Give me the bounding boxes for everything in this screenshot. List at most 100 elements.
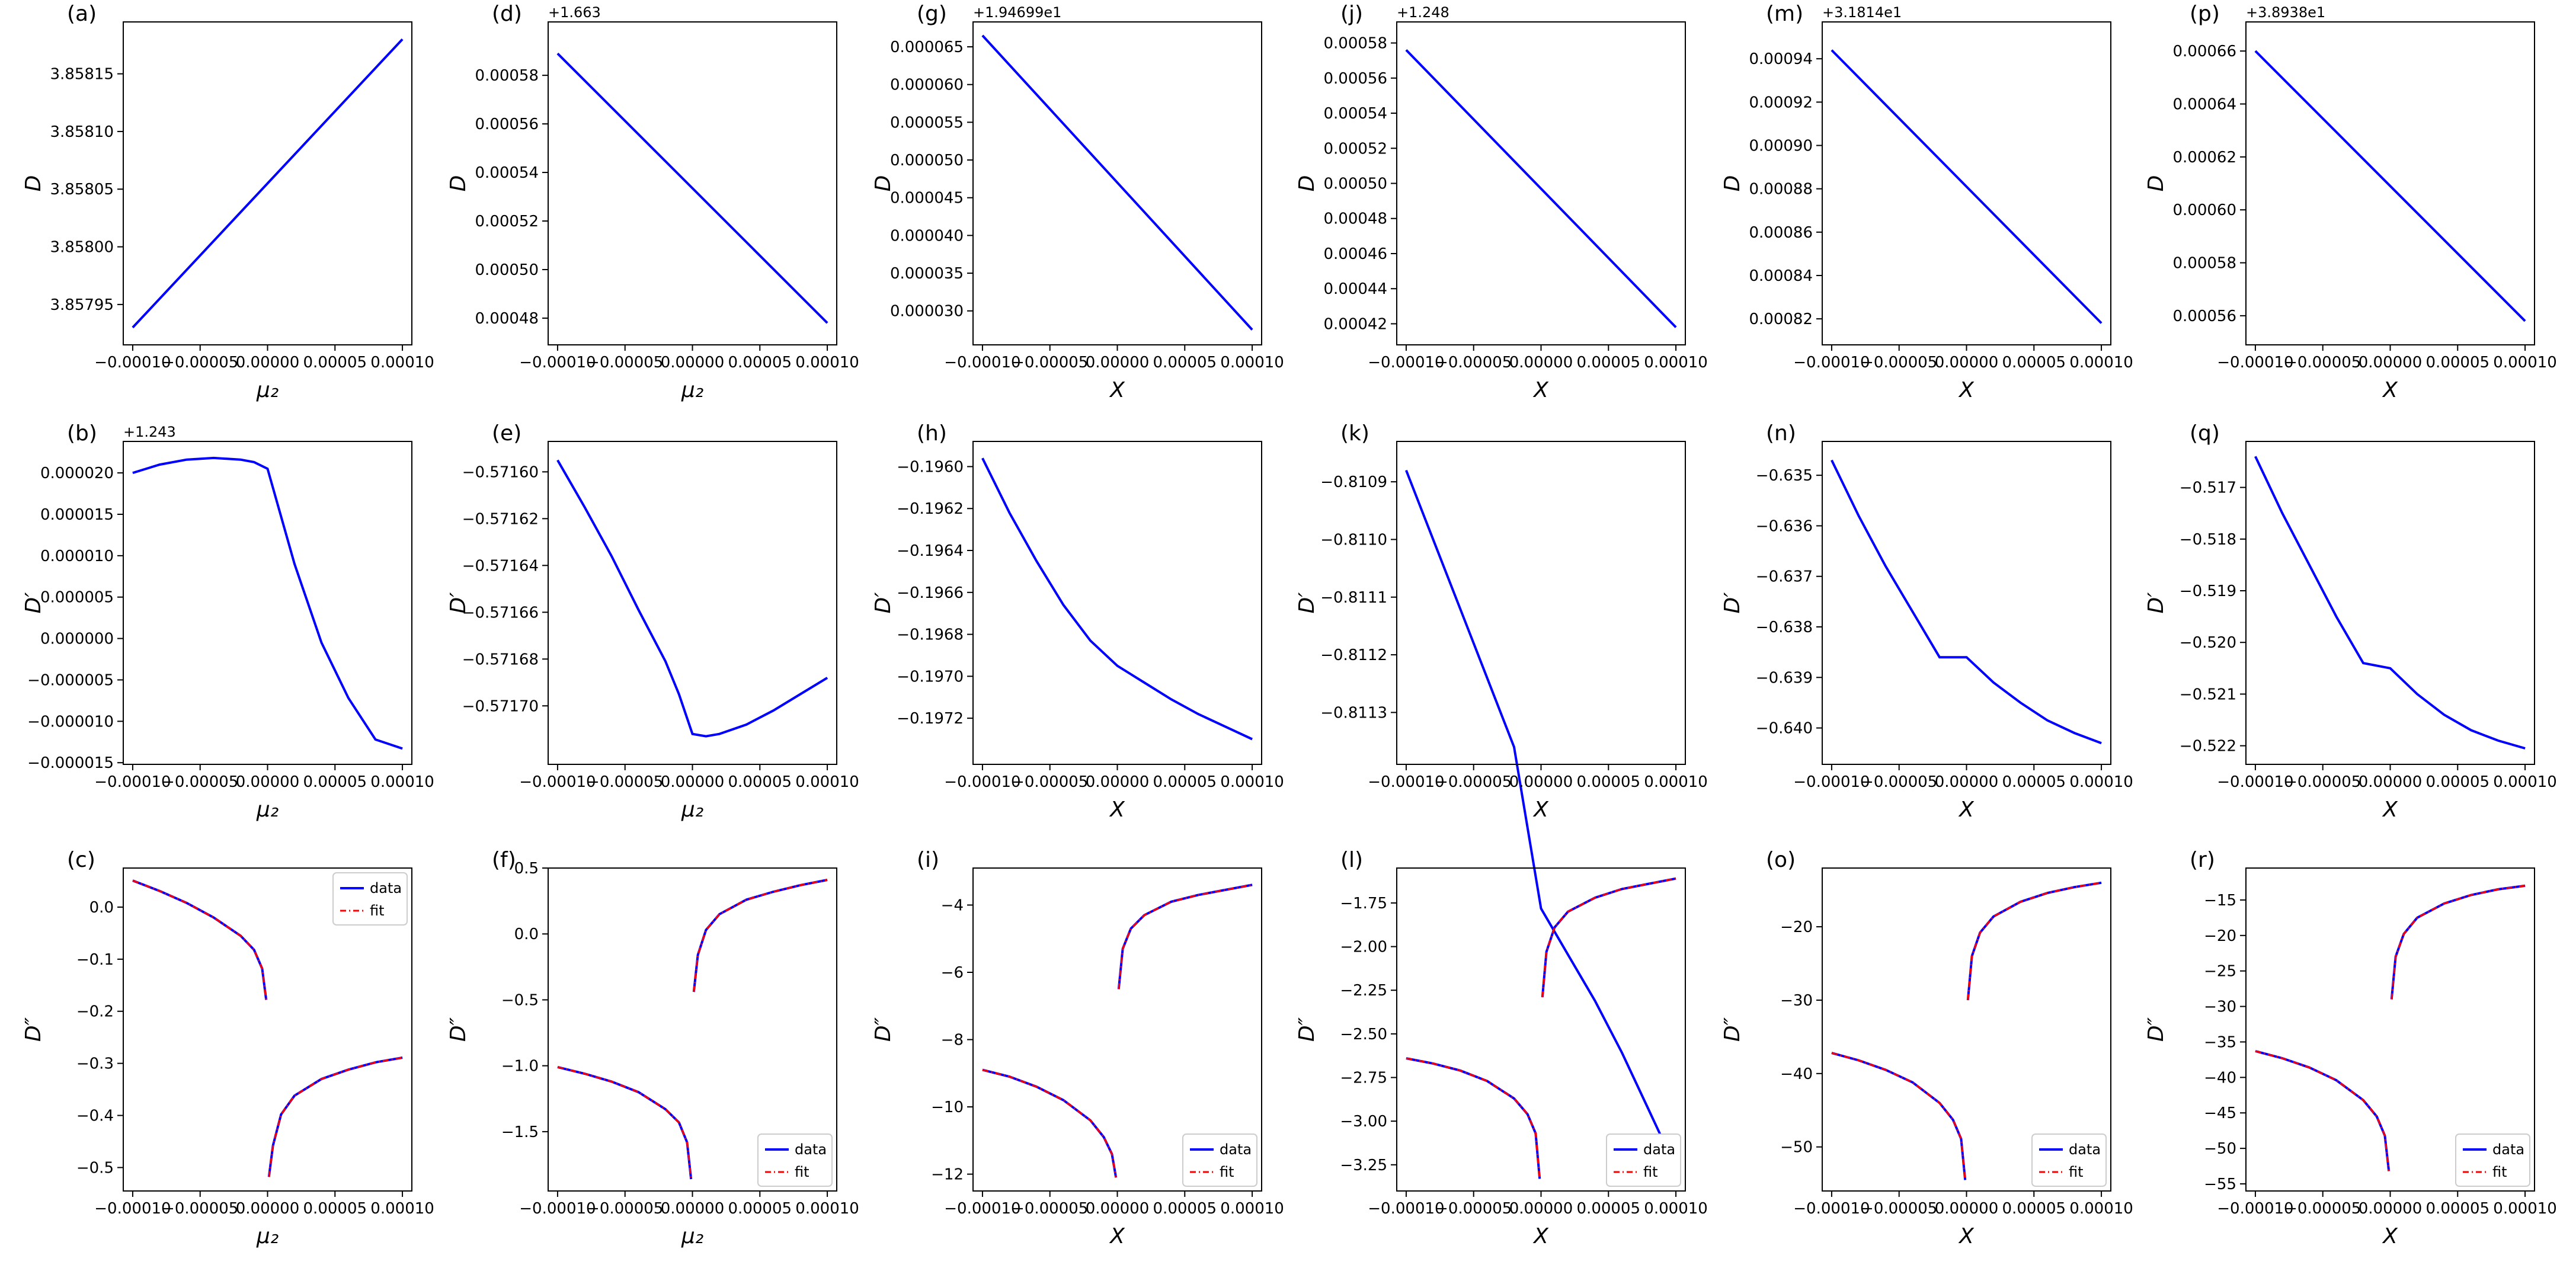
y-tick-label-j-8: 0.00058 [1323,35,1387,53]
y-axis-label-b: D′ [21,593,46,614]
panel-label-a: (a) [67,2,97,26]
panel-o: −0.00010−0.000050.00000 0.00005 0.00010 −50… [1720,848,2133,1248]
x-tick-label-q-0: −0.00010 [2217,773,2293,791]
y-tick-label-b-1: −0.000010 [27,713,114,731]
x-tick-label-c-3: 0.00005 [303,1200,367,1218]
panel-label-l: (l) [1340,848,1363,872]
y-tick-label-m-2: 0.00086 [1749,224,1813,242]
y-tick-label-j-7: 0.00056 [1323,70,1387,88]
y-tick-label-j-0: 0.00042 [1323,315,1387,333]
x-tick-label-m-4: 0.00010 [2069,354,2133,372]
panel-q: −0.00010−0.000050.00000 0.00005 0.00010 −0.… [2144,421,2557,822]
x-tick-label-b-3: 0.00005 [303,773,367,791]
panel-label-m: (m) [1766,2,1803,26]
y-tick-label-j-1: 0.00044 [1323,280,1387,298]
legend-label-fit-o: fit [2069,1164,2084,1180]
x-tick-label-p-2: 0.00000 [2359,354,2423,372]
x-tick-label-e-1: −0.00005 [587,773,663,791]
x-tick-label-m-2: 0.00000 [1935,354,1999,372]
x-tick-label-c-0: −0.00010 [94,1200,171,1218]
y-tick-label-l-3: −2.50 [1340,1026,1387,1043]
y-tick-label-b-5: 0.000010 [40,547,114,565]
y-tick-label-r-2: −45 [2204,1104,2236,1122]
y-tick-label-d-2: 0.00052 [475,213,539,230]
y-tick-label-i-4: −4 [941,896,964,914]
legend-box-i [1182,1133,1257,1187]
panels-container: −0.00010−0.000050.00000 0.00005 0.000103.8… [21,2,2557,1248]
legend-label-fit-r: fit [2492,1164,2507,1180]
y-tick-label-j-5: 0.00052 [1323,140,1387,158]
panel-label-j: (j) [1340,2,1363,26]
x-tick-label-k-3: 0.00005 [1577,773,1641,791]
panel-label-b: (b) [67,421,97,446]
y-tick-label-b-2: −0.000005 [27,671,114,689]
y-tick-label-h-0: −0.1972 [897,710,964,728]
y-tick-label-p-2: 0.00060 [2172,201,2236,219]
y-tick-label-p-0: 0.00056 [2172,308,2236,325]
panel-l: −0.00010−0.000050.00000 0.00005 0.00010 −3.… [1295,848,1708,1248]
y-tick-label-q-5: −0.517 [2180,479,2236,497]
x-axis-label-e: μ₂ [681,798,703,822]
y-tick-label-q-4: −0.518 [2180,531,2236,549]
series-fit-i-3 [1118,883,1253,990]
series-fit-r-3 [2391,885,2526,1000]
y-tick-label-p-5: 0.00066 [2172,43,2236,60]
series-data-h-0 [981,457,1253,741]
legend-l: data fit [1606,1133,1681,1187]
y-tick-label-r-6: −25 [2204,963,2236,981]
x-tick-label-j-3: 0.00005 [1577,354,1641,372]
x-tick-label-q-1: −0.00005 [2284,773,2361,791]
x-tick-label-c-4: 0.00010 [370,1200,434,1218]
panel-a: −0.00010−0.000050.00000 0.00005 0.00010 3.8… [21,2,434,402]
x-tick-label-o-3: 0.00005 [2002,1200,2066,1218]
y-tick-label-k-0: −0.8113 [1320,704,1387,722]
y-tick-label-g-0: 0.000030 [890,303,964,321]
y-tick-label-f-1: −1.0 [501,1058,539,1075]
panel-d: −0.00010−0.000050.00000 0.00005 0.00010 0.0… [446,2,859,402]
y-tick-label-o-1: −40 [1780,1065,1813,1083]
x-tick-label-m-0: −0.00010 [1793,354,1870,372]
panel-label-c: (c) [67,848,95,872]
y-tick-label-g-7: 0.000065 [890,39,964,56]
series-data-b-0 [132,456,403,750]
y-tick-label-a-0: 3.85795 [50,296,114,314]
y-tick-label-n-0: −0.640 [1756,720,1813,738]
y-tick-label-k-4: −0.8109 [1320,473,1387,491]
x-tick-label-j-4: 0.00010 [1644,354,1708,372]
x-tick-label-h-1: −0.00005 [1012,773,1088,791]
y-tick-label-d-4: 0.00056 [475,116,539,133]
legend-label-data-f: data [795,1141,827,1158]
x-tick-label-a-0: −0.00010 [94,354,171,372]
panel-h: −0.00010−0.000050.00000 0.00005 0.00010 −0.… [871,421,1284,822]
x-tick-label-r-0: −0.00010 [2217,1200,2293,1218]
y-tick-label-q-1: −0.521 [2180,686,2236,703]
y-tick-label-h-4: −0.1964 [897,542,964,560]
y-tick-label-m-6: 0.00094 [1749,50,1813,68]
y-tick-label-e-1: −0.57168 [462,651,539,668]
x-axis-label-r: X [2382,1224,2398,1248]
x-tick-label-d-0: −0.00010 [519,354,596,372]
y-tick-label-c-1: −0.4 [76,1107,114,1125]
y-tick-label-m-0: 0.00082 [1749,310,1813,328]
y-tick-label-r-4: −35 [2204,1033,2236,1051]
legend-label-fit-i: fit [1220,1164,1234,1180]
series-data-p-0 [2254,50,2526,322]
y-tick-label-h-5: −0.1962 [897,500,964,518]
x-tick-label-k-2: 0.00000 [1509,773,1573,791]
offset-label-d: +1.663 [548,4,601,21]
x-axis-label-i: X [1109,1224,1125,1248]
x-tick-label-k-4: 0.00010 [1644,773,1708,791]
x-axis-label-b: μ₂ [256,798,279,822]
x-tick-label-o-1: −0.00005 [1861,1200,1937,1218]
x-tick-label-f-3: 0.00005 [728,1200,792,1218]
y-axis-label-d: D [446,175,471,192]
x-tick-label-j-0: −0.00010 [1368,354,1444,372]
x-tick-label-p-4: 0.00010 [2493,354,2557,372]
y-tick-label-e-3: −0.57164 [462,557,539,575]
panel-label-e: (e) [492,421,521,446]
y-tick-label-l-0: −3.25 [1340,1157,1387,1174]
y-tick-label-j-4: 0.00050 [1323,175,1387,193]
offset-label-g: +1.94699e1 [973,4,1061,21]
y-tick-label-q-3: −0.519 [2180,582,2236,600]
